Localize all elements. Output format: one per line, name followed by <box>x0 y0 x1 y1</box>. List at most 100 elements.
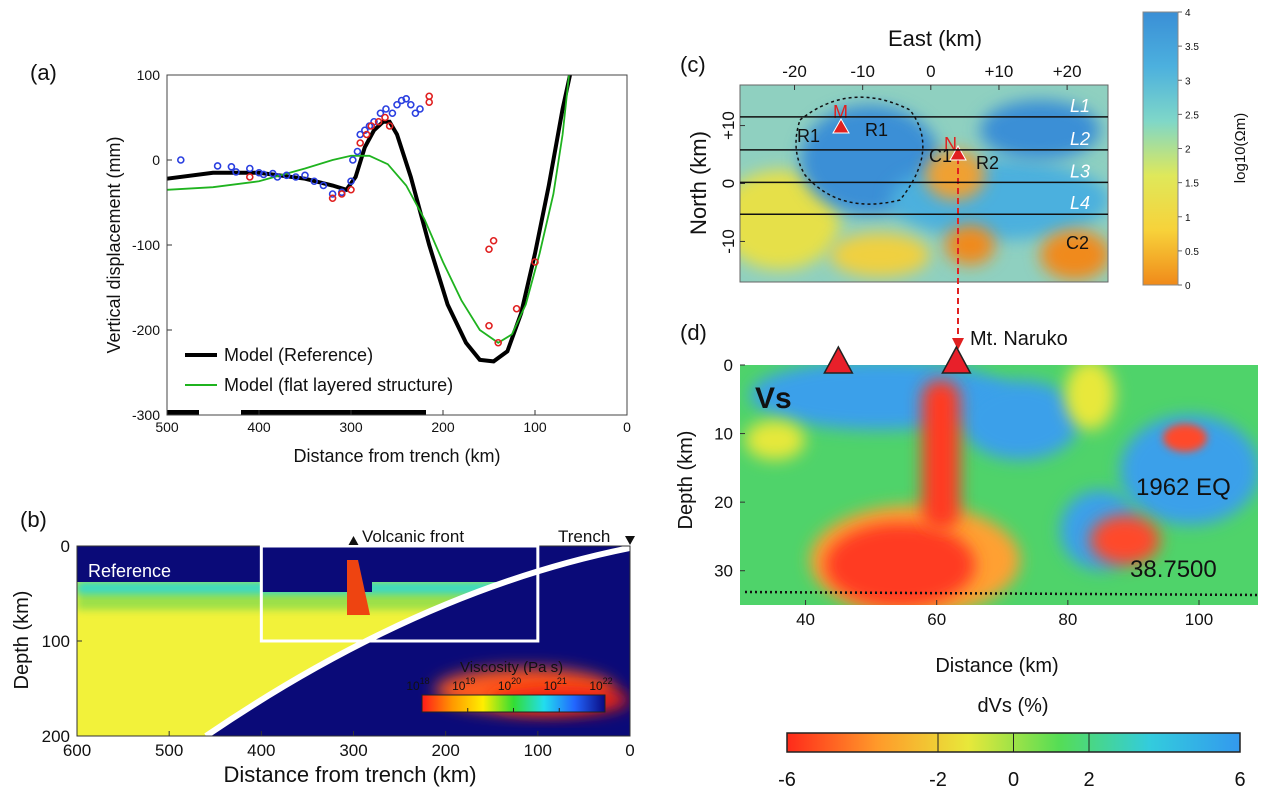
y-tick-label: 0 <box>719 179 738 188</box>
colorbar-tick-label: 0.5 <box>1185 247 1199 258</box>
model-label: Reference <box>88 561 171 581</box>
y-axis-label: Vertical displacement (mm) <box>104 136 124 353</box>
y-tick-label: 0 <box>152 152 160 168</box>
x-tick-label: -10 <box>850 62 875 81</box>
colorbar-label: dVs (%) <box>977 695 1048 717</box>
x-tick-label: 200 <box>431 419 455 435</box>
y-tick-label: 100 <box>137 67 161 83</box>
colorbar-tick-label: 1018 <box>406 676 429 693</box>
x-tick-label: 400 <box>247 741 275 760</box>
colorbar-tick-label: 3.5 <box>1185 42 1199 53</box>
observation-point <box>374 117 383 126</box>
colorbar-label: Viscosity (Pa s) <box>460 659 563 676</box>
volcano-marker <box>823 345 854 374</box>
x-tick-label: 40 <box>796 610 815 629</box>
observation-point <box>291 173 300 181</box>
y-axis-label: Depth (km) <box>675 431 697 530</box>
y-tick-label: -10 <box>719 229 738 254</box>
x-tick-label: 400 <box>247 419 271 435</box>
x-tick-label: -20 <box>782 62 807 81</box>
feature-label: N <box>944 134 957 154</box>
plot-frame <box>166 74 628 416</box>
observation-point <box>485 321 493 330</box>
observation-point <box>273 173 282 181</box>
x-tick-label: 80 <box>1058 610 1077 629</box>
observation-point <box>360 126 369 135</box>
observation-point <box>512 304 521 313</box>
x-tick-label: +10 <box>985 62 1014 81</box>
volcano-marker <box>949 144 967 161</box>
y-tick-label: +10 <box>719 111 738 140</box>
x-axis-label: Distance from trench (km) <box>223 762 476 787</box>
x-tick-label: 100 <box>524 741 552 760</box>
observation-point <box>362 130 371 139</box>
annotation: Volcanic front <box>362 527 464 546</box>
colorbar-tick-exponent: 18 <box>420 676 430 686</box>
panel-label: (a) <box>30 60 57 85</box>
colorbar-tick-base: 10 <box>589 679 603 693</box>
colorbar-tick-exponent: 19 <box>465 676 475 686</box>
observation-point <box>406 100 415 109</box>
observation-point <box>213 162 222 170</box>
observation-point <box>416 105 424 113</box>
x-tick-label: 0 <box>926 62 935 81</box>
observation-point <box>393 100 401 109</box>
x-tick-label: 60 <box>927 610 946 629</box>
observation-point <box>367 122 376 130</box>
colorbar-tick-label: 2.5 <box>1185 110 1199 121</box>
legend-label: Model (flat layered structure) <box>224 375 453 395</box>
y-axis-label: North (km) <box>686 131 711 235</box>
observation-point <box>382 105 390 113</box>
colorbar-tick-label: -6 <box>778 769 796 791</box>
feature-label: R1 <box>797 126 820 146</box>
observation-point <box>494 338 503 347</box>
x-axis-label: East (km) <box>888 26 982 51</box>
observation-point <box>177 156 185 164</box>
observation-point <box>319 181 328 190</box>
colorbar-tick-label: 1019 <box>452 676 475 693</box>
parameter-label: Vs <box>755 382 792 415</box>
arrow-head <box>952 338 964 350</box>
colorbar-tick-base: 10 <box>498 679 512 693</box>
x-tick-label: 300 <box>339 741 367 760</box>
profile-label: L4 <box>1070 193 1090 213</box>
y-tick-label: 200 <box>42 727 70 746</box>
profile-label: L1 <box>1070 96 1090 116</box>
observation-point <box>259 170 268 179</box>
observation-point <box>425 92 434 101</box>
colorbar-tick-exponent: 22 <box>603 676 613 686</box>
y-tick-label: 20 <box>714 493 733 512</box>
observation-point <box>227 163 236 171</box>
colorbar-tick-base: 10 <box>452 679 466 693</box>
x-tick-label: 300 <box>339 419 363 435</box>
trench-marker <box>625 536 635 545</box>
observation-point <box>356 139 365 147</box>
observation-point <box>402 95 411 103</box>
annotation: Trench <box>558 527 610 546</box>
colorbar-tick-label: 2 <box>1083 769 1094 791</box>
x-tick-label: 100 <box>523 419 547 435</box>
colorbar-tick-exponent: 21 <box>557 676 567 686</box>
observation-point <box>232 168 240 176</box>
colorbar-tick-label: 1 <box>1185 213 1191 224</box>
data-coverage <box>241 410 426 415</box>
volcanic-front-marker <box>348 536 359 545</box>
feature-label: R2 <box>976 153 999 173</box>
observation-point <box>388 109 397 118</box>
model-boundary <box>744 590 1259 597</box>
x-axis-label: Distance from trench (km) <box>293 446 500 466</box>
observation-point <box>489 236 498 245</box>
observation-point <box>385 122 394 130</box>
colorbar-tick-label: 3 <box>1185 76 1191 87</box>
colorbar-tick-base: 10 <box>544 679 558 693</box>
colorbar-tick-label: -2 <box>929 769 947 791</box>
observation-point <box>301 171 309 180</box>
observation-point <box>411 109 420 118</box>
y-tick-label: -100 <box>132 237 160 253</box>
y-tick-label: -300 <box>132 407 160 423</box>
x-tick-label: +20 <box>1053 62 1082 81</box>
x-tick-label: 0 <box>625 741 634 760</box>
colorbar-tick-label: 2 <box>1185 145 1191 156</box>
observation-point <box>485 245 493 254</box>
